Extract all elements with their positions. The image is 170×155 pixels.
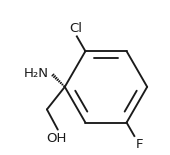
Text: OH: OH [46, 132, 66, 145]
Text: H₂N: H₂N [23, 67, 48, 80]
Text: F: F [136, 138, 143, 151]
Text: Cl: Cl [69, 22, 82, 35]
